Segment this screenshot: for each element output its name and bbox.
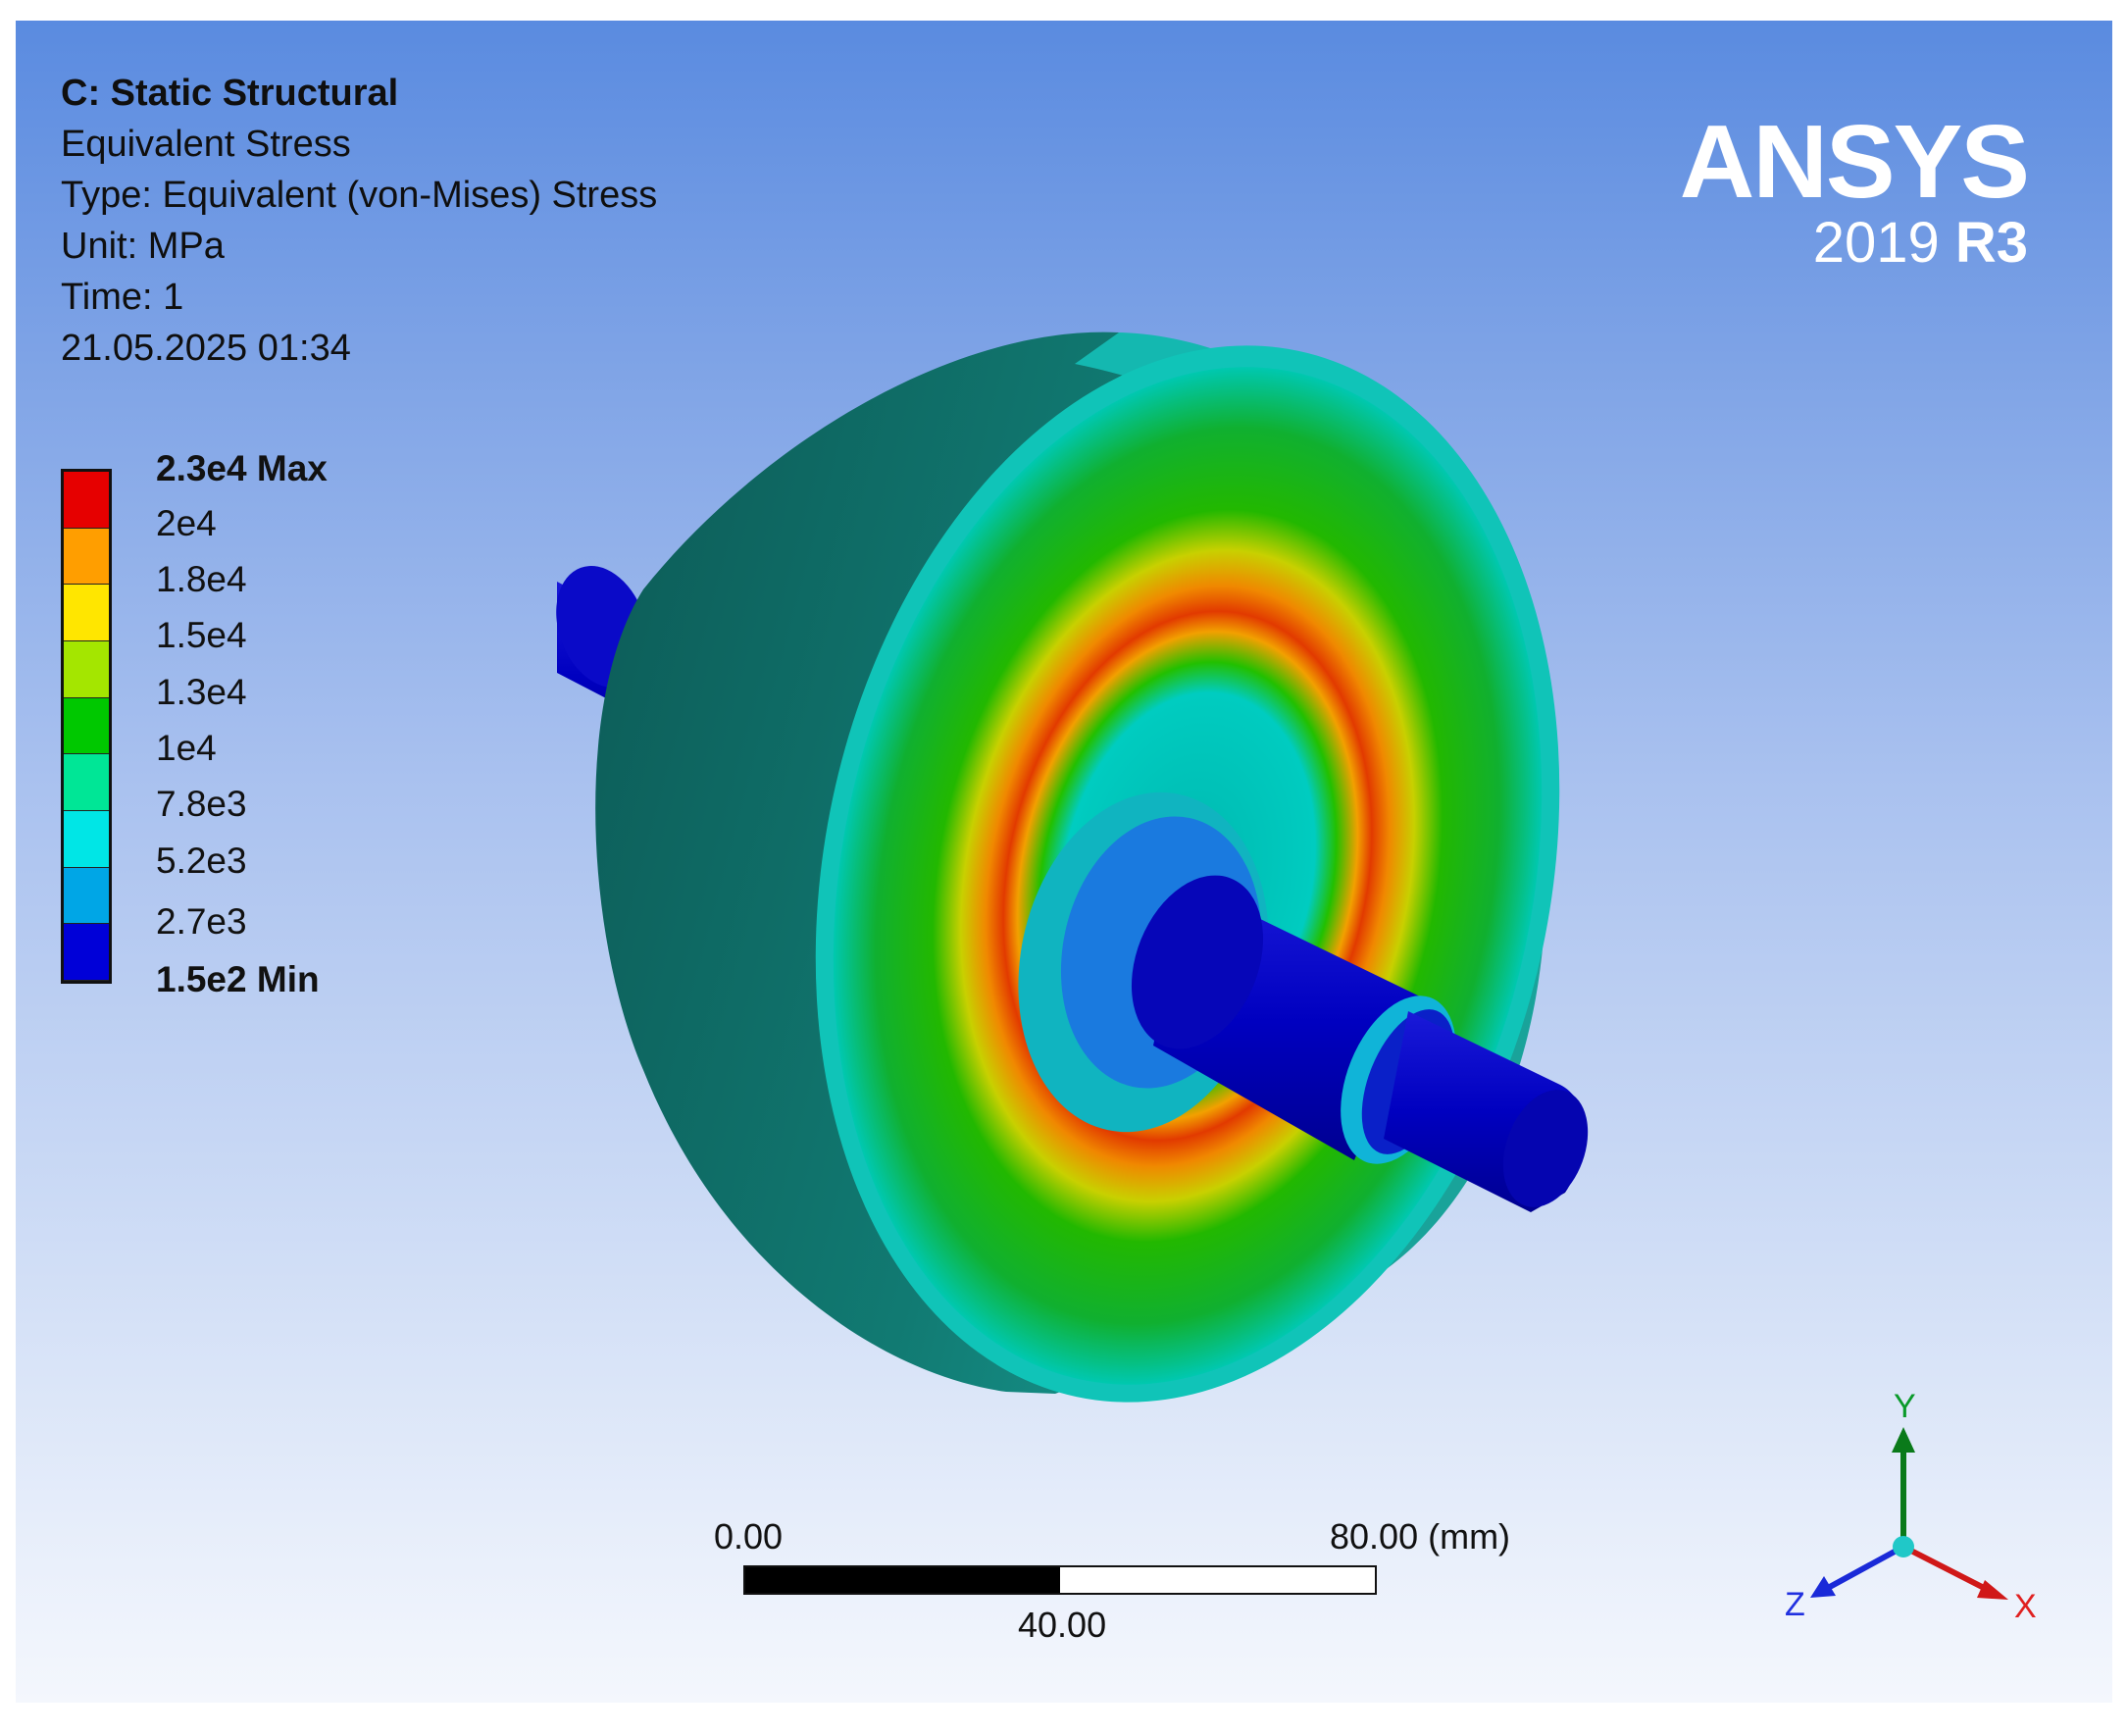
z-axis-arrow-icon — [1810, 1576, 1836, 1598]
x-axis-line — [1901, 1544, 1994, 1595]
legend-label: 5.2e3 — [156, 841, 247, 881]
legend-label: 1.8e4 — [156, 559, 247, 599]
result-name: Equivalent Stress — [61, 124, 351, 165]
legend-color-bar — [61, 469, 112, 984]
ansys-logo: ANSYS 2019 R3 — [1679, 104, 2030, 274]
legend-label: 1.3e4 — [156, 672, 247, 712]
y-axis-label: Y — [1894, 1388, 1916, 1425]
legend-label: 7.8e3 — [156, 784, 247, 824]
legend-color-band — [64, 924, 109, 981]
legend-color-band — [64, 697, 109, 755]
triad-origin-icon — [1893, 1536, 1914, 1557]
result-unit: Unit: MPa — [61, 226, 225, 267]
result-timestamp: 21.05.2025 01:34 — [61, 328, 351, 369]
legend-label: 2.7e3 — [156, 901, 247, 942]
legend-color-band — [64, 810, 109, 868]
legend-label-max: 2.3e4 Max — [156, 448, 328, 488]
result-time: Time: 1 — [61, 277, 184, 318]
x-axis-arrow-icon — [1977, 1580, 2008, 1600]
legend-color-band — [64, 585, 109, 641]
scale-bar-black-half — [745, 1567, 1060, 1593]
axis-triad[interactable]: Y X Z — [1781, 1374, 2036, 1629]
y-axis-arrow-icon — [1892, 1427, 1915, 1453]
result-type: Type: Equivalent (von-Mises) Stress — [61, 175, 658, 216]
analysis-system-title: C: Static Structural — [61, 73, 399, 114]
logo-version-release: R3 — [1954, 211, 2028, 275]
logo-version-year: 2019 — [1812, 211, 1955, 275]
result-info: C: Static Structural Equivalent Stress T… — [61, 68, 657, 374]
legend-color-band — [64, 754, 109, 811]
legend-color-band — [64, 640, 109, 698]
legend-label: 2e4 — [156, 503, 217, 543]
legend-label: 1.5e4 — [156, 615, 247, 655]
z-axis-line — [1826, 1544, 1905, 1591]
legend-color-band — [64, 867, 109, 925]
z-axis-label: Z — [1785, 1586, 1805, 1623]
logo-brand: ANSYS — [1679, 104, 2030, 220]
legend-color-band — [64, 472, 109, 529]
graphics-viewport[interactable]: C: Static Structural Equivalent Stress T… — [16, 21, 2112, 1703]
logo-version: 2019 R3 — [1680, 213, 2028, 274]
scale-label-middle: 40.00 — [1018, 1605, 1107, 1645]
scale-label-right: 80.00 (mm) — [1330, 1516, 1511, 1557]
wheel-shaft-model[interactable] — [16, 21, 2112, 1703]
x-axis-label: X — [2014, 1588, 2036, 1625]
scale-label-left: 0.00 — [714, 1516, 784, 1557]
scale-bar — [743, 1565, 1377, 1595]
legend-label: 1e4 — [156, 728, 217, 768]
right-shaft — [1131, 875, 1589, 1212]
legend-label-min: 1.5e2 Min — [156, 959, 320, 999]
legend-color-band — [64, 528, 109, 586]
